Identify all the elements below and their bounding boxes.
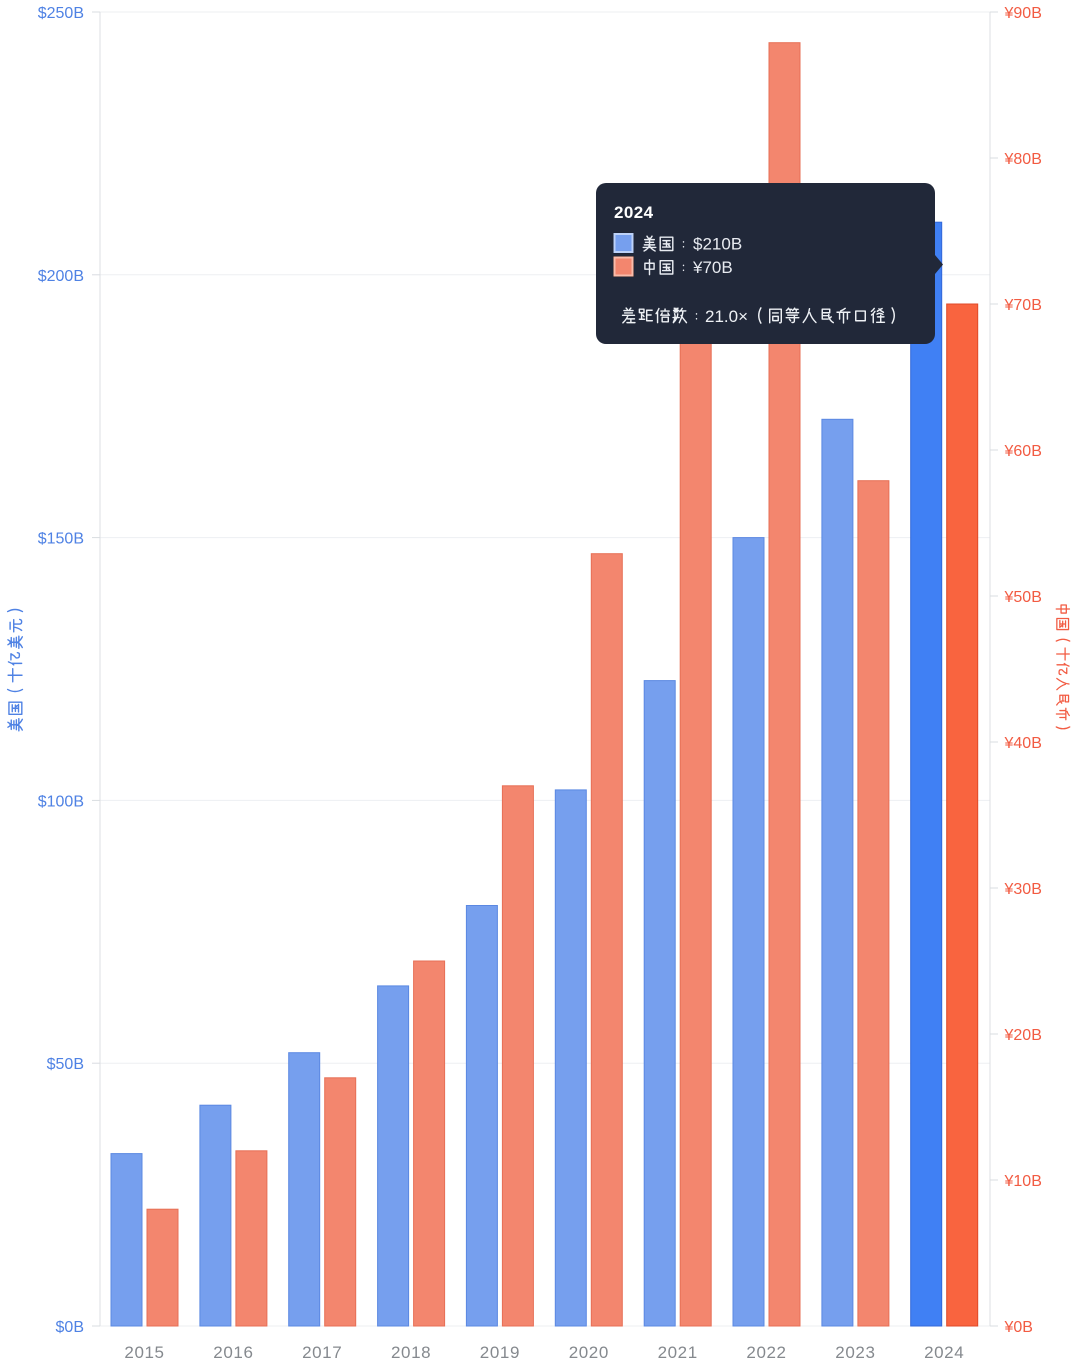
svg-text:¥70B: ¥70B — [1004, 297, 1042, 314]
svg-text:$100B: $100B — [38, 793, 84, 810]
svg-text:¥10B: ¥10B — [1004, 1173, 1042, 1190]
svg-text:¥20B: ¥20B — [1004, 1027, 1042, 1044]
svg-text:$250B: $250B — [38, 5, 84, 22]
svg-text:2024: 2024 — [924, 1343, 964, 1362]
svg-text:¥90B: ¥90B — [1004, 5, 1042, 22]
svg-text:2017: 2017 — [302, 1343, 342, 1362]
svg-text:2024: 2024 — [614, 203, 654, 222]
svg-text:$150B: $150B — [38, 531, 84, 548]
svg-text:2023: 2023 — [835, 1343, 875, 1362]
svg-text:$0B: $0B — [56, 1319, 84, 1336]
svg-text:¥50B: ¥50B — [1004, 589, 1042, 606]
svg-text:$50B: $50B — [47, 1056, 84, 1073]
svg-text:2022: 2022 — [746, 1343, 786, 1362]
svg-text:2019: 2019 — [480, 1343, 520, 1362]
svg-text:2021: 2021 — [658, 1343, 698, 1362]
svg-text:¥30B: ¥30B — [1004, 881, 1042, 898]
svg-text:¥80B: ¥80B — [1004, 151, 1042, 168]
svg-text:2020: 2020 — [569, 1343, 609, 1362]
svg-text:$200B: $200B — [38, 268, 84, 285]
svg-text:2016: 2016 — [213, 1343, 253, 1362]
svg-text:¥40B: ¥40B — [1004, 735, 1042, 752]
svg-text:2015: 2015 — [124, 1343, 164, 1362]
svg-text:21.0×: 21.0× — [705, 307, 748, 326]
svg-text:¥0B: ¥0B — [1004, 1319, 1033, 1336]
svg-text:¥70B: ¥70B — [692, 258, 733, 277]
svg-text:$210B: $210B — [693, 235, 742, 254]
svg-text:2018: 2018 — [391, 1343, 431, 1362]
svg-text:¥60B: ¥60B — [1004, 443, 1042, 460]
